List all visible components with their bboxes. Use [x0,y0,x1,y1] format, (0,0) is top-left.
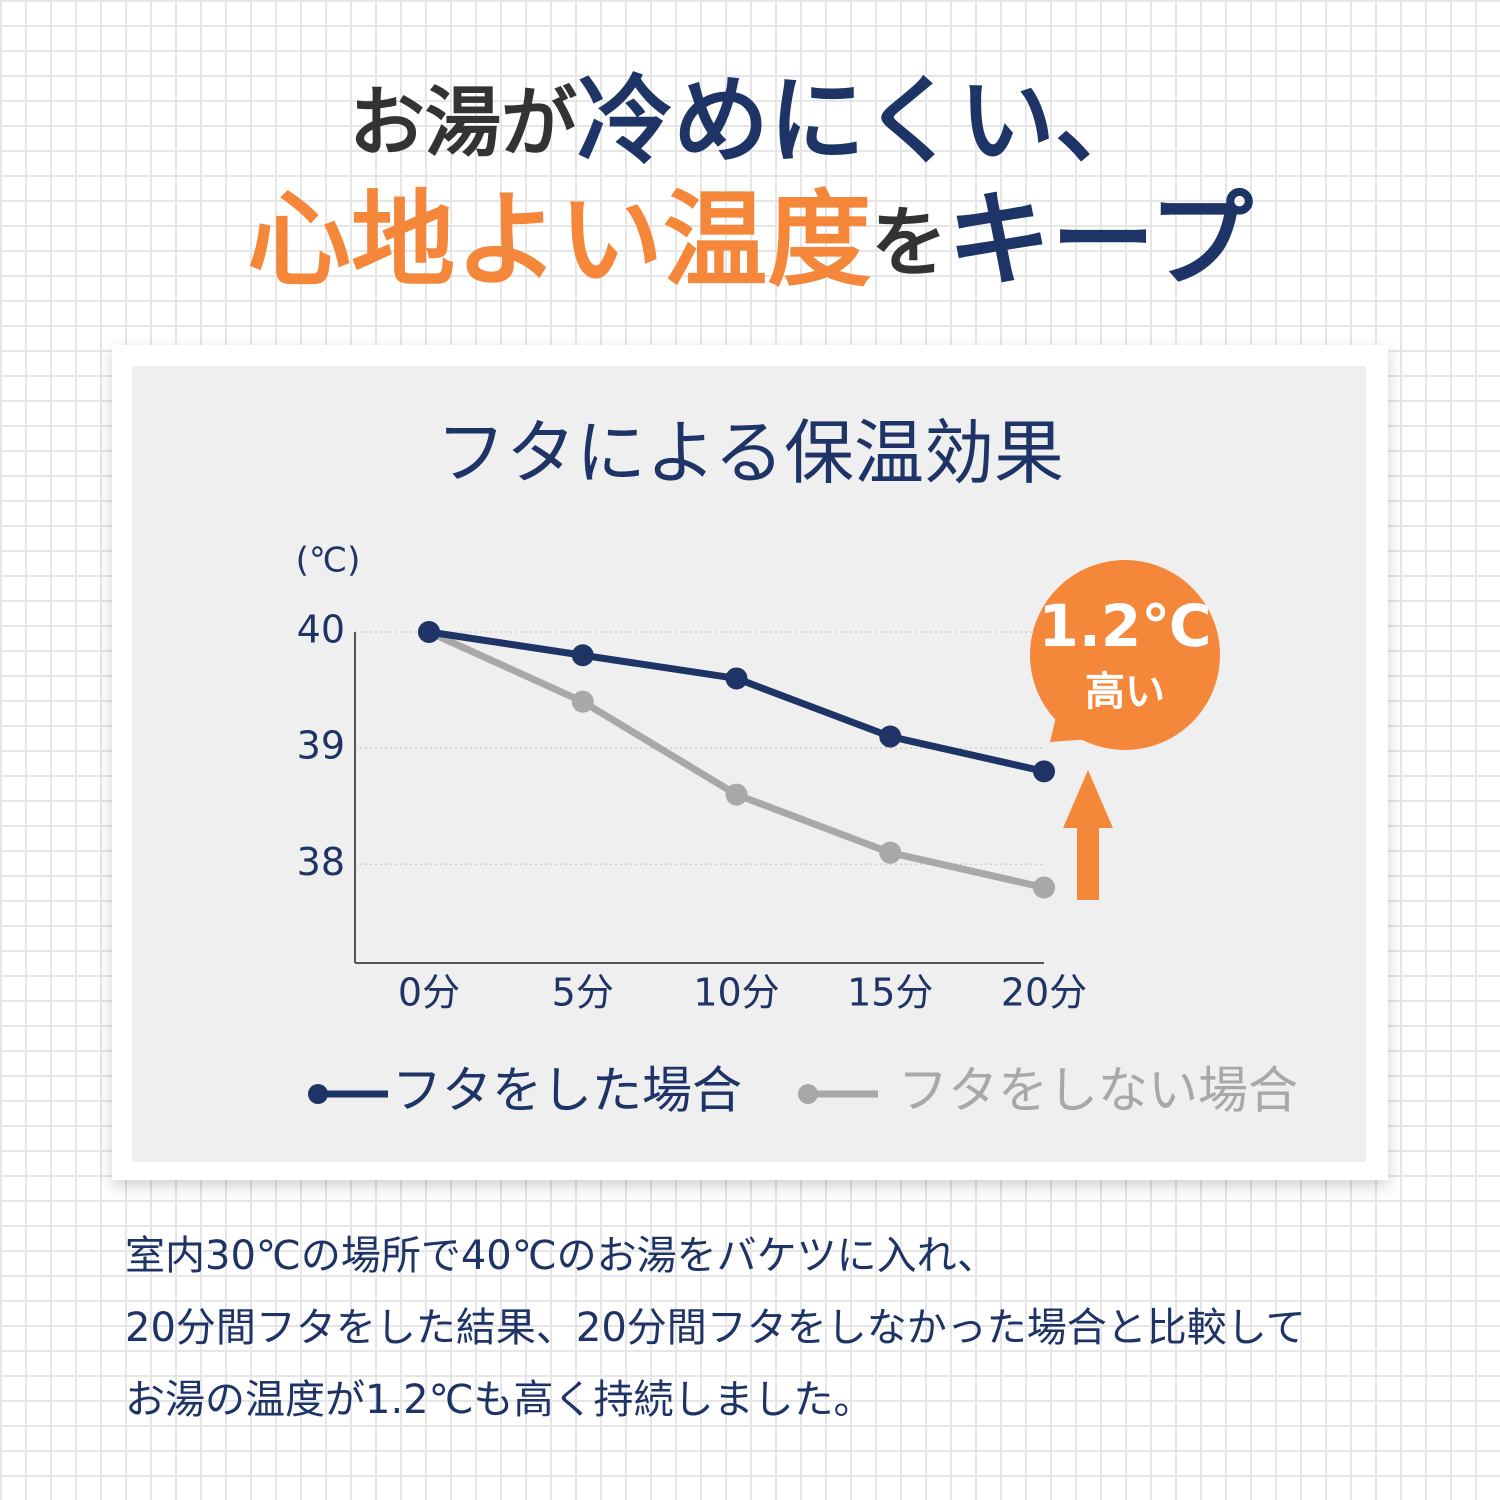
headline-part: 冷めにくい、 [577,65,1151,177]
data-point [571,644,594,667]
x-tick-label: 5分 [552,971,614,1015]
callout-value: 1.2℃ [1039,592,1212,660]
arrow [1063,770,1113,900]
headline: 心地よい温度をキープ [247,179,1253,301]
headline-part: を [871,198,947,287]
data-point [418,621,440,643]
x-tick-label: 0分 [398,971,460,1015]
headline-part: キープ [947,179,1253,301]
data-point [725,783,748,806]
data-point [879,725,902,748]
legend-marker [308,1084,328,1104]
headline-part: 心地よい温度 [247,179,871,301]
headline-part: お湯が [349,78,577,167]
caption-line: お湯の温度が1.2℃も高く持続しました。 [125,1377,874,1423]
callout-bubble [1030,560,1220,750]
chart-title: フタによる保温効果 [436,412,1064,494]
caption-line: 室内30℃の場所で40℃のお湯をバケツに入れ、 [125,1233,997,1279]
legend-label: フタをした場合 [392,1062,742,1120]
x-tick-label: 15分 [847,971,933,1015]
y-axis-label: (℃) [296,541,361,581]
data-point [1033,876,1055,899]
x-tick-label: 10分 [693,971,779,1015]
caption-line: 20分間フタをした結果、20分間フタをしなかった場合と比較して [125,1305,1306,1351]
y-tick-label: 39 [297,724,345,768]
headline: お湯が冷めにくい、 [349,65,1151,177]
callout-text: 高い [1085,669,1165,715]
y-tick-label: 40 [297,608,345,652]
data-point [1033,760,1055,783]
chart-panel [132,366,1366,1162]
data-point [571,690,594,713]
data-point [879,841,902,864]
y-tick-label: 38 [297,840,345,884]
legend-label: フタをしない場合 [898,1062,1298,1120]
data-point [725,667,748,690]
legend-marker [798,1084,818,1104]
x-tick-label: 20分 [1001,971,1087,1015]
